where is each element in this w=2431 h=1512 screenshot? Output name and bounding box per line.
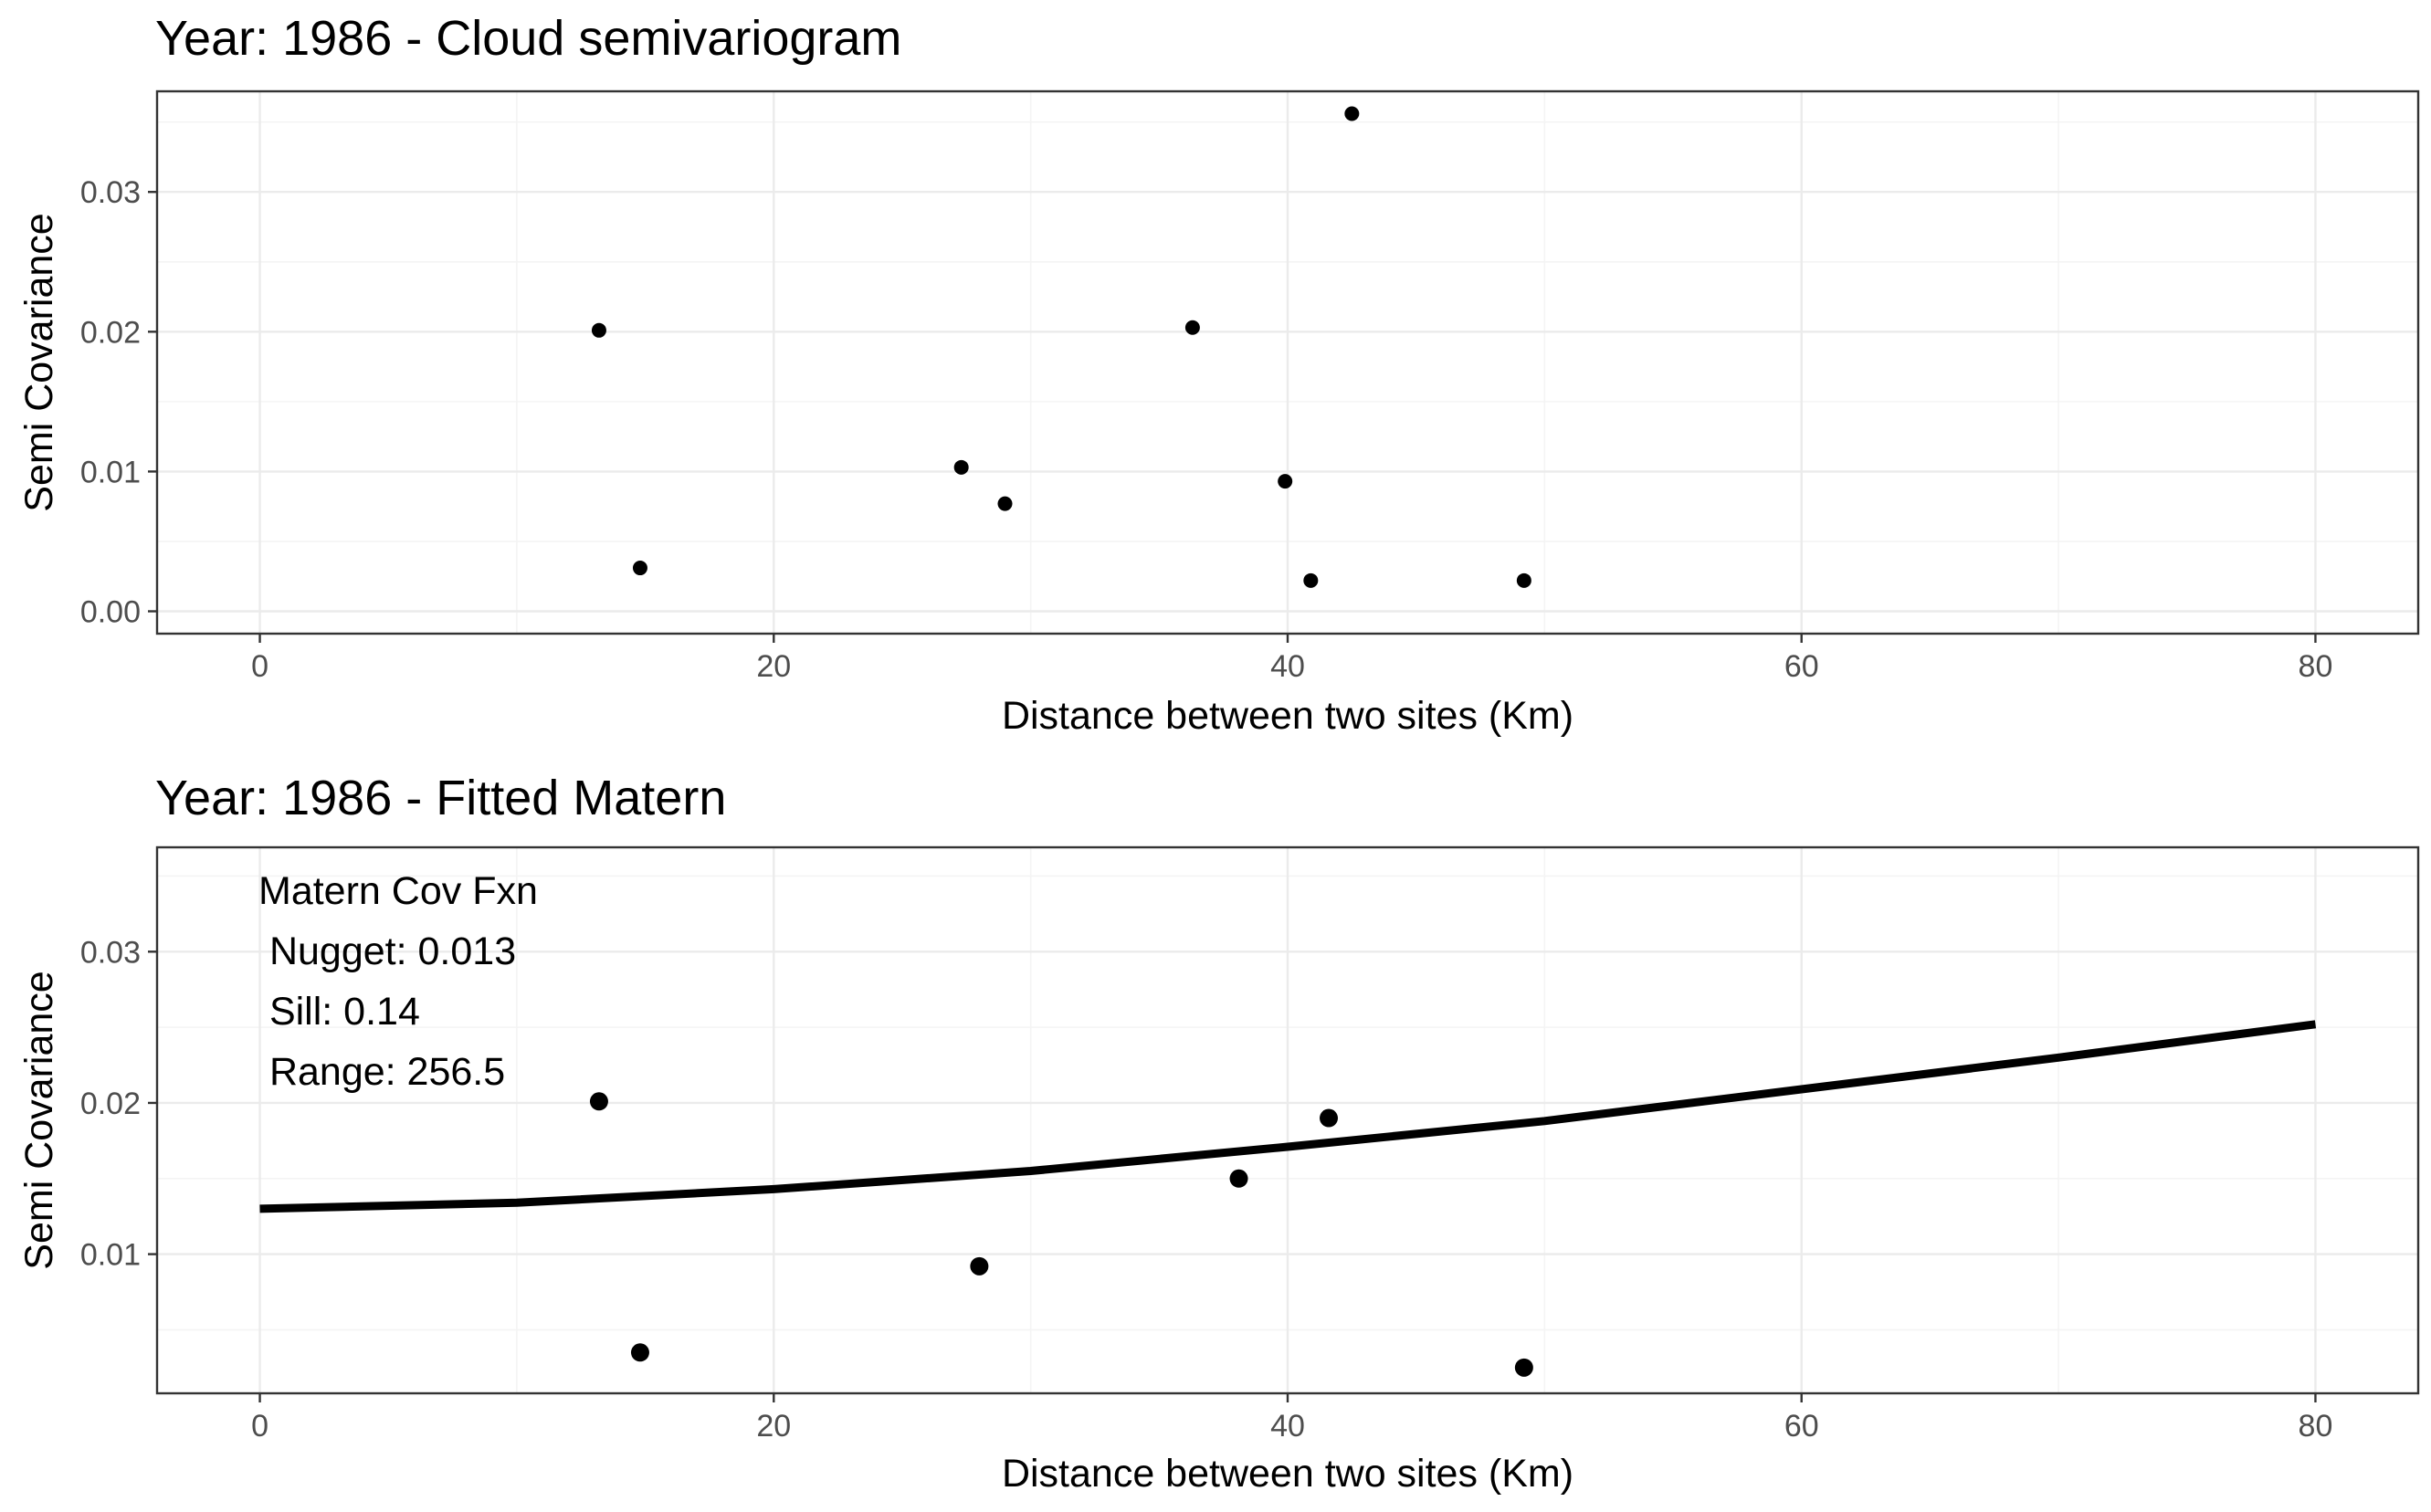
data-point — [1303, 572, 1319, 588]
x-tick-label: 40 — [1270, 1409, 1305, 1444]
annotation-line-title: Matern Cov Fxn — [258, 869, 538, 913]
x-axis: 0 20 40 60 80 — [251, 634, 2332, 684]
grid — [157, 847, 2418, 1393]
fitted-matern-panel: Year: 1986 - Fitted Matern 0 20 40 60 80 0.0… — [17, 771, 2420, 1496]
x-axis-title: Distance between two sites (Km) — [1002, 1452, 1573, 1496]
x-tick-label: 40 — [1270, 649, 1305, 684]
annotation-line-range: Range: 256.5 — [258, 1050, 505, 1094]
data-point — [632, 561, 647, 576]
x-tick-label: 80 — [2299, 1409, 2333, 1444]
annotation-line-sill: Sill: 0.14 — [258, 990, 420, 1034]
points-layer — [589, 1092, 1533, 1377]
data-point — [1344, 106, 1360, 121]
y-tick-label: 0.01 — [80, 1238, 141, 1273]
chart-title: Year: 1986 - Fitted Matern — [155, 771, 726, 825]
y-tick-label: 0.01 — [80, 455, 141, 489]
data-point — [1516, 572, 1531, 588]
x-tick-label: 60 — [1784, 1409, 1819, 1444]
data-point — [970, 1256, 989, 1276]
y-tick-label: 0.02 — [80, 1087, 141, 1121]
annotation-line-nugget: Nugget: 0.013 — [258, 929, 516, 973]
y-tick-label: 0.03 — [80, 175, 141, 210]
x-axis-title: Distance between two sites (Km) — [1002, 694, 1573, 738]
cloud-semivariogram-panel: Year: 1986 - Cloud semivariogram 0 20 40 60… — [17, 11, 2420, 738]
data-point — [997, 496, 1013, 511]
data-point — [1278, 474, 1293, 489]
x-tick-label: 80 — [2299, 649, 2333, 684]
x-tick-label: 0 — [251, 1409, 268, 1444]
x-axis: 0 20 40 60 80 — [251, 1393, 2332, 1444]
grid — [157, 91, 2418, 634]
data-point — [589, 1092, 608, 1111]
y-axis-title: Semi Covariance — [17, 213, 61, 511]
x-tick-label: 0 — [251, 649, 268, 684]
y-tick-label: 0.03 — [80, 935, 141, 970]
x-tick-label: 20 — [756, 649, 791, 684]
y-axis: 0.01 0.02 0.03 — [80, 935, 157, 1273]
matern-annotation: Matern Cov Fxn Nugget: 0.013 Sill: 0.14 … — [258, 869, 538, 1094]
data-point — [953, 459, 969, 475]
data-point — [591, 322, 606, 338]
data-point — [1184, 320, 1200, 335]
y-tick-label: 0.02 — [80, 315, 141, 350]
y-axis: 0.00 0.01 0.02 0.03 — [80, 175, 157, 630]
data-point — [630, 1343, 649, 1362]
data-point — [1514, 1358, 1533, 1377]
chart-title: Year: 1986 - Cloud semivariogram — [155, 11, 901, 66]
data-point — [1320, 1108, 1339, 1128]
y-tick-label: 0.00 — [80, 595, 141, 630]
y-axis-title: Semi Covariance — [17, 971, 61, 1269]
x-tick-label: 20 — [756, 1409, 791, 1444]
points-layer — [591, 106, 1531, 588]
x-tick-label: 60 — [1784, 649, 1819, 684]
data-point — [1229, 1169, 1248, 1188]
fitted-matern-curve — [259, 1020, 2317, 1213]
curve-layer — [259, 1020, 2317, 1213]
